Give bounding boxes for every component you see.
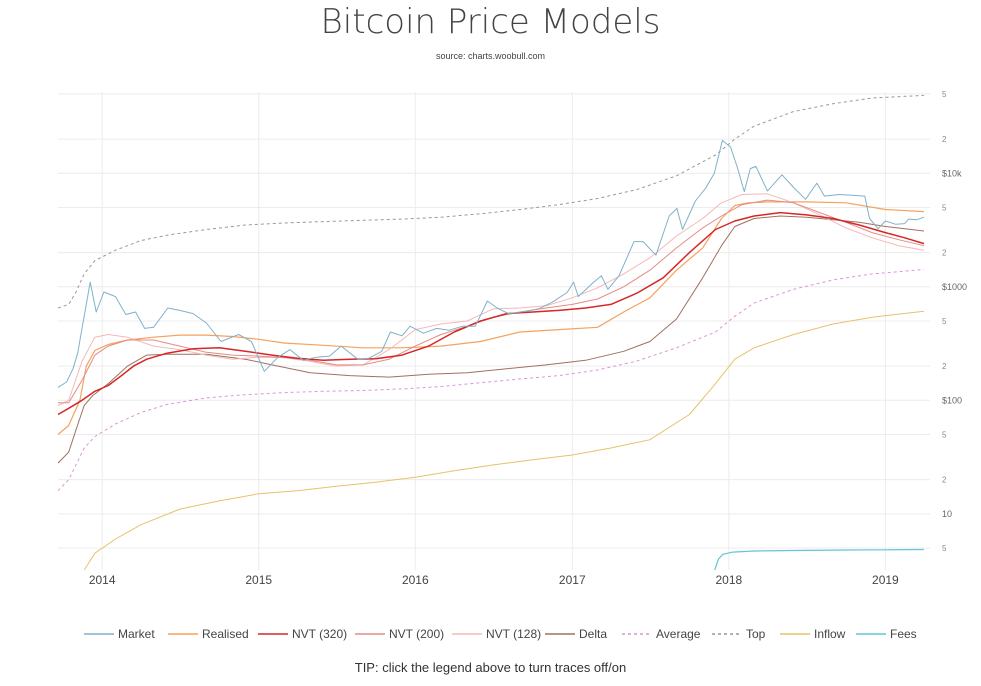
legend-label[interactable]: Fees xyxy=(890,627,917,641)
y-tick-label: 10 xyxy=(942,509,952,519)
x-tick-label: 2014 xyxy=(89,573,116,587)
legend-label[interactable]: Average xyxy=(656,627,701,641)
series-line-inflow xyxy=(83,310,925,571)
legend-item[interactable]: Inflow xyxy=(780,627,846,641)
y-tick-label: 5 xyxy=(942,317,947,326)
legend-label[interactable]: NVT (128) xyxy=(486,627,541,641)
legend-item[interactable]: Average xyxy=(622,627,701,641)
chart-title: Bitcoin Price Models xyxy=(320,2,661,42)
x-tick-label: 2017 xyxy=(559,573,586,587)
legend-label[interactable]: Inflow xyxy=(814,627,846,641)
legend-item[interactable]: Fees xyxy=(856,627,917,641)
y-tick-label: 2 xyxy=(942,476,947,485)
y-tick-label: 2 xyxy=(942,249,947,258)
legend-tip: TIP: click the legend above to turn trac… xyxy=(354,660,627,675)
series-line-realised xyxy=(57,201,925,435)
legend-label[interactable]: Top xyxy=(746,627,766,641)
y-tick-label: $10k xyxy=(942,168,962,178)
y-tick-label: $100 xyxy=(942,395,962,405)
x-axis-ticks: 2014 2015 2016 2017 2018 2019 xyxy=(89,573,899,587)
legend-item[interactable]: Top xyxy=(712,627,766,641)
series-line-fees xyxy=(714,548,925,571)
legend-label[interactable]: Realised xyxy=(202,627,249,641)
legend-item[interactable]: Realised xyxy=(168,627,249,641)
legend-label[interactable]: Market xyxy=(118,627,155,641)
grid-lines xyxy=(58,92,930,570)
legend-item[interactable]: Market xyxy=(84,627,155,641)
legend-item[interactable]: NVT (200) xyxy=(355,627,444,641)
y-tick-label: 5 xyxy=(942,90,947,99)
y-tick-label: 5 xyxy=(942,430,947,439)
x-tick-label: 2018 xyxy=(715,573,742,587)
y-tick-label: $1000 xyxy=(942,282,967,292)
series-line-nvt-200 xyxy=(58,199,925,404)
legend-item[interactable]: Delta xyxy=(545,627,607,641)
chart-subtitle: source: charts.woobull.com xyxy=(435,51,546,61)
series-lines xyxy=(57,94,925,571)
x-tick-label: 2016 xyxy=(402,573,429,587)
y-axis-ticks: 5 10 2 5 $100 2 5 $1000 2 5 $10k 2 5 xyxy=(942,90,967,553)
series-line-delta xyxy=(57,215,925,464)
x-tick-label: 2015 xyxy=(245,573,272,587)
legend-item[interactable]: NVT (128) xyxy=(452,627,541,641)
series-line-top xyxy=(57,94,925,309)
legend-item[interactable]: NVT (320) xyxy=(258,627,347,641)
series-line-average xyxy=(57,269,925,492)
legend-label[interactable]: NVT (320) xyxy=(292,627,347,641)
legend-label[interactable]: NVT (200) xyxy=(389,627,444,641)
y-tick-label: 5 xyxy=(942,203,947,212)
legend[interactable]: Market Realised NVT (320) NVT (200) NVT (128… xyxy=(84,627,917,641)
series-line-nvt-320 xyxy=(57,211,925,416)
legend-label[interactable]: Delta xyxy=(579,627,607,641)
y-tick-label: 2 xyxy=(942,362,947,371)
y-tick-label: 5 xyxy=(942,544,947,553)
series-line-nvt-128 xyxy=(57,193,925,406)
x-tick-label: 2019 xyxy=(872,573,899,587)
y-tick-label: 2 xyxy=(942,135,947,144)
series-line-market xyxy=(57,139,925,388)
